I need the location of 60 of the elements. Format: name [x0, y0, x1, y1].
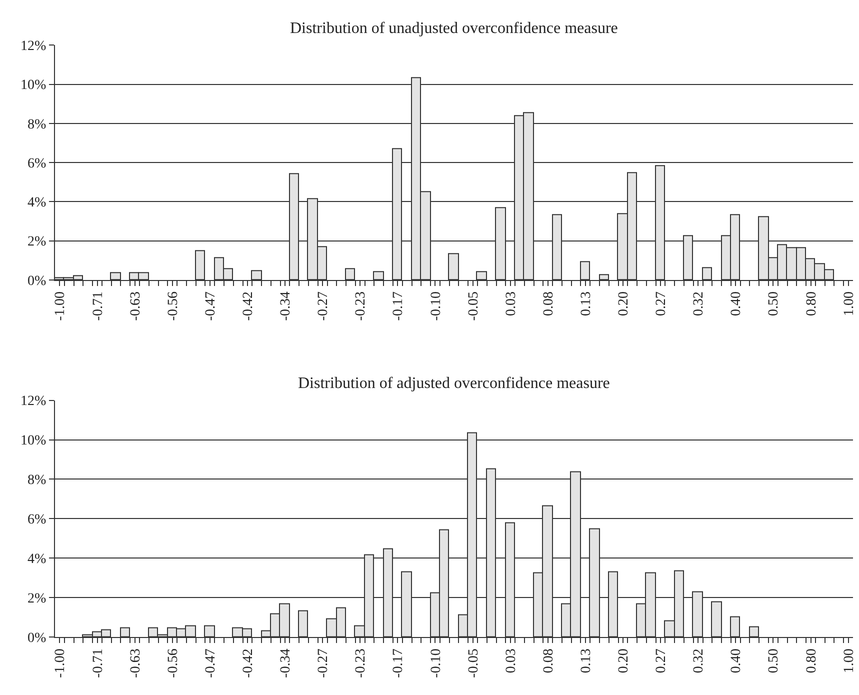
x-tick-label: 0.13 — [578, 292, 594, 316]
x-tick-label: -0.17 — [391, 292, 406, 321]
y-tick-label: 6% — [28, 156, 47, 172]
x-tick-label: 0.20 — [616, 648, 632, 674]
y-tick-label: 8% — [28, 117, 47, 132]
x-tick-label: 0.32 — [692, 292, 707, 316]
x-tick-label: 0.20 — [616, 292, 632, 316]
x-tick-label: -0.63 — [128, 648, 144, 678]
x-tick-label: 0.40 — [729, 648, 744, 674]
chart-title: Distribution of adjusted overconfidence measure — [298, 375, 610, 392]
y-tick-label: 12% — [20, 39, 47, 54]
x-tick-label: -0.17 — [391, 648, 406, 678]
x-tick-label: 0.03 — [504, 648, 519, 674]
x-tick-label: -0.23 — [354, 648, 369, 678]
y-tick-label: 12% — [20, 394, 47, 410]
x-tick-label: 0.32 — [692, 648, 707, 674]
x-tick-label: -0.34 — [278, 292, 294, 321]
x-tick-label: -0.42 — [241, 648, 256, 678]
x-tick-label: -0.42 — [241, 292, 256, 321]
x-tick-label: 0.27 — [654, 292, 670, 316]
x-tick-label: 1.00 — [842, 292, 857, 316]
x-tick-label: 0.08 — [541, 292, 556, 316]
x-tick-label: -0.71 — [90, 292, 106, 321]
x-tick-label: -0.10 — [428, 292, 444, 321]
y-tick-label: 10% — [20, 434, 47, 449]
x-tick-label: -0.05 — [466, 292, 482, 321]
x-tick-label: 0.50 — [766, 292, 782, 316]
x-tick-label: -0.27 — [316, 292, 332, 321]
x-tick-label: -0.47 — [203, 648, 218, 678]
x-tick-label: 0.80 — [804, 648, 820, 674]
x-tick-label: 0.80 — [804, 292, 820, 316]
x-tick-label: -0.05 — [466, 648, 482, 678]
x-tick-label: -1.00 — [53, 292, 68, 321]
x-tick-label: 0.50 — [766, 648, 782, 674]
x-tick-label: -0.27 — [316, 648, 332, 678]
x-tick-label: 0.40 — [729, 292, 744, 316]
x-tick-label: 0.03 — [504, 292, 519, 316]
x-tick-label: -0.47 — [203, 292, 218, 321]
y-tick-label: 0% — [28, 274, 47, 289]
y-tick-label: 10% — [20, 78, 47, 94]
x-tick-label: -0.34 — [278, 648, 294, 678]
y-tick-label: 2% — [28, 234, 47, 250]
x-tick-label: 0.08 — [541, 648, 556, 674]
x-tick-label: -0.63 — [128, 292, 144, 321]
y-tick-label: 8% — [28, 473, 47, 488]
chart-title: Distribution of unadjusted overconfidence measure — [290, 20, 618, 37]
x-tick-label: -1.00 — [53, 648, 68, 678]
y-tick-label: 0% — [28, 630, 47, 646]
x-tick-label: 1.00 — [842, 648, 857, 674]
x-tick-label: 0.27 — [654, 648, 670, 674]
y-tick-label: 4% — [28, 196, 47, 211]
x-tick-label: -0.56 — [166, 648, 181, 678]
y-tick-label: 2% — [28, 592, 47, 607]
x-tick-label: 0.13 — [578, 648, 594, 674]
x-tick-label: -0.10 — [428, 648, 444, 678]
x-tick-label: -0.23 — [354, 292, 369, 321]
y-tick-label: 4% — [28, 552, 47, 568]
y-tick-label: 6% — [28, 512, 47, 528]
x-tick-label: -0.71 — [90, 648, 106, 678]
x-tick-label: -0.56 — [166, 292, 181, 321]
